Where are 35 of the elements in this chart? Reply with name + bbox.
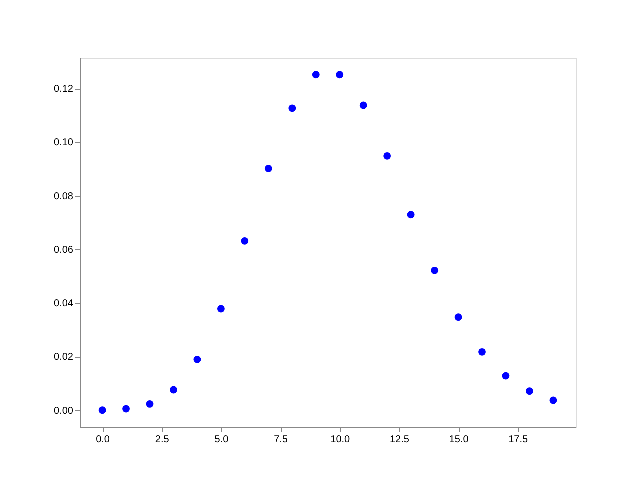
- x-tick-label: 15.0: [449, 434, 470, 446]
- x-tick-label: 2.5: [155, 434, 170, 446]
- y-tick-label: 0.12: [54, 84, 74, 96]
- point: [431, 266, 438, 274]
- x-tick-label: 7.5: [274, 434, 288, 446]
- x-tick-label: 10.0: [330, 434, 351, 446]
- point: [550, 396, 558, 404]
- y-tick-label: 0.08: [54, 191, 74, 202]
- point: [241, 237, 249, 245]
- y-tick-label: 0.10: [54, 138, 74, 149]
- point: [360, 102, 368, 110]
- x-tick-label: 0.0: [96, 434, 110, 446]
- x-tick-label: 5.0: [214, 434, 230, 446]
- y-tick-label: 0.04: [54, 298, 74, 310]
- y-tick-label: 0.06: [54, 244, 74, 256]
- point: [384, 152, 392, 160]
- y-tick-label: 0.02: [54, 352, 74, 364]
- point: [336, 71, 344, 79]
- x-tick-label: 12.5: [390, 434, 410, 446]
- x-tick-label: 17.5: [508, 434, 529, 446]
- point: [122, 405, 130, 413]
- y-tick-label: 0.00: [54, 406, 74, 417]
- point: [264, 165, 272, 172]
- point: [407, 211, 415, 219]
- point: [312, 71, 320, 79]
- point: [526, 388, 534, 396]
- point: [194, 356, 202, 364]
- point: [478, 348, 486, 356]
- point: [98, 406, 106, 414]
- point: [502, 372, 510, 380]
- point: [288, 104, 296, 112]
- point: [218, 305, 225, 313]
- point: [170, 386, 178, 394]
- point: [146, 400, 154, 408]
- point: [454, 314, 462, 322]
